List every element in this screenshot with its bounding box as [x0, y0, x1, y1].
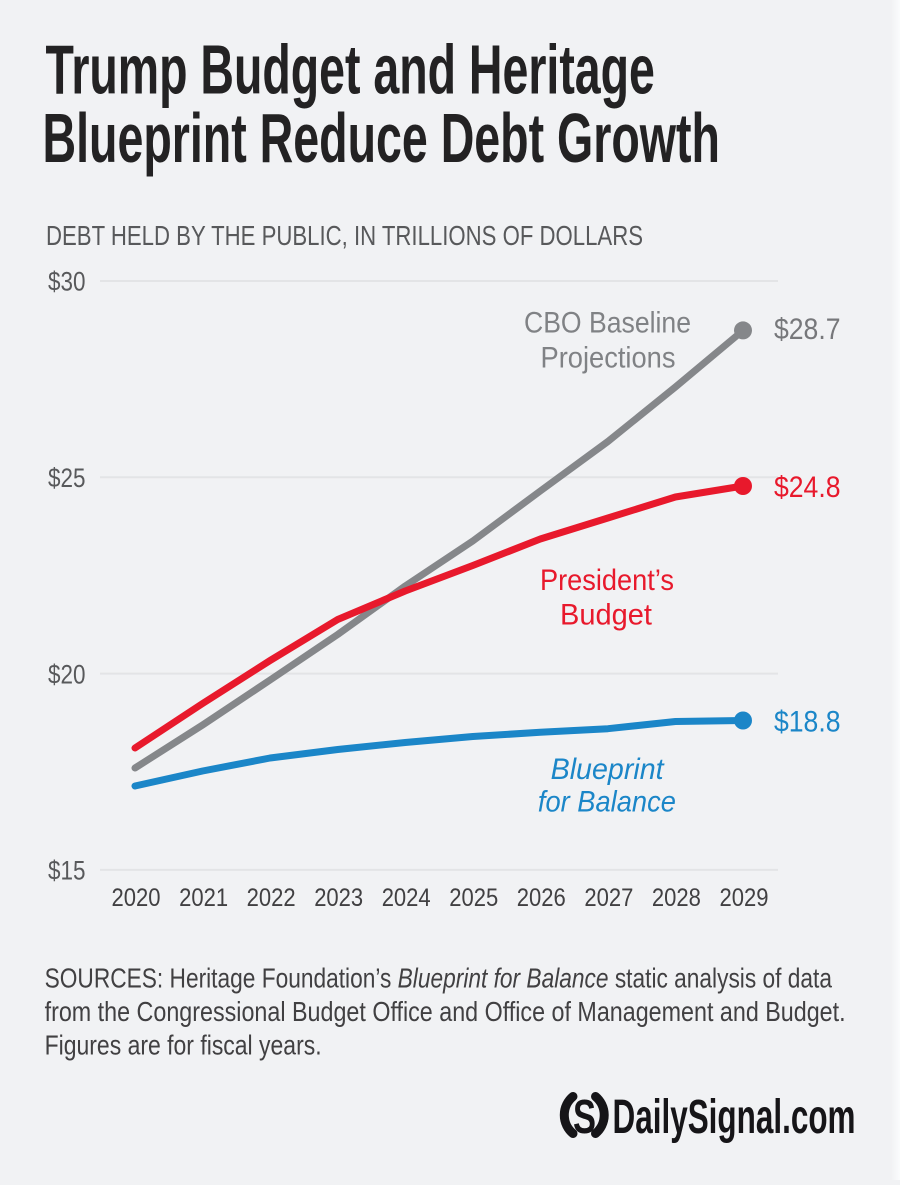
svg-text:Figures are for fiscal years.: Figures are for fiscal years. — [45, 1030, 322, 1061]
svg-text:$30: $30 — [48, 267, 86, 297]
svg-text:2028: 2028 — [652, 884, 701, 912]
svg-text:Blueprint Reduce Debt Growth: Blueprint Reduce Debt Growth — [43, 99, 720, 177]
svg-text:$18.8: $18.8 — [774, 705, 841, 738]
svg-text:2027: 2027 — [584, 884, 633, 912]
svg-text:CBO Baseline: CBO Baseline — [524, 307, 691, 340]
svg-text:2026: 2026 — [517, 884, 566, 912]
svg-text:Trump Budget and Heritage: Trump Budget and Heritage — [46, 31, 655, 109]
svg-text:from the Congressional Budget: from the Congressional Budget Office and… — [45, 996, 846, 1027]
svg-text:SOURCES: Heritage Foundation’s: SOURCES: Heritage Foundation’s Blueprint… — [45, 962, 833, 993]
svg-text:Budget: Budget — [560, 599, 653, 632]
svg-text:$25: $25 — [48, 463, 86, 493]
svg-text:$15: $15 — [48, 856, 86, 886]
svg-text:$24.8: $24.8 — [774, 471, 841, 504]
svg-text:DailySignal.com: DailySignal.com — [613, 1091, 856, 1144]
svg-text:President’s: President’s — [540, 564, 674, 597]
svg-text:2029: 2029 — [720, 884, 769, 912]
svg-text:2021: 2021 — [179, 884, 228, 912]
svg-text:2020: 2020 — [112, 884, 161, 912]
svg-text:2024: 2024 — [382, 884, 431, 912]
svg-text:for Balance: for Balance — [538, 786, 676, 819]
svg-text:$28.7: $28.7 — [774, 313, 841, 346]
svg-text:2022: 2022 — [247, 884, 296, 912]
svg-text:$20: $20 — [48, 659, 86, 689]
svg-text:2023: 2023 — [314, 884, 363, 912]
svg-text:2025: 2025 — [449, 884, 498, 912]
svg-text:Projections: Projections — [541, 342, 676, 375]
svg-text:S: S — [573, 1091, 596, 1144]
svg-text:DEBT HELD BY THE PUBLIC, IN TR: DEBT HELD BY THE PUBLIC, IN TRILLIONS OF… — [46, 220, 643, 251]
svg-text:Blueprint: Blueprint — [551, 753, 666, 786]
